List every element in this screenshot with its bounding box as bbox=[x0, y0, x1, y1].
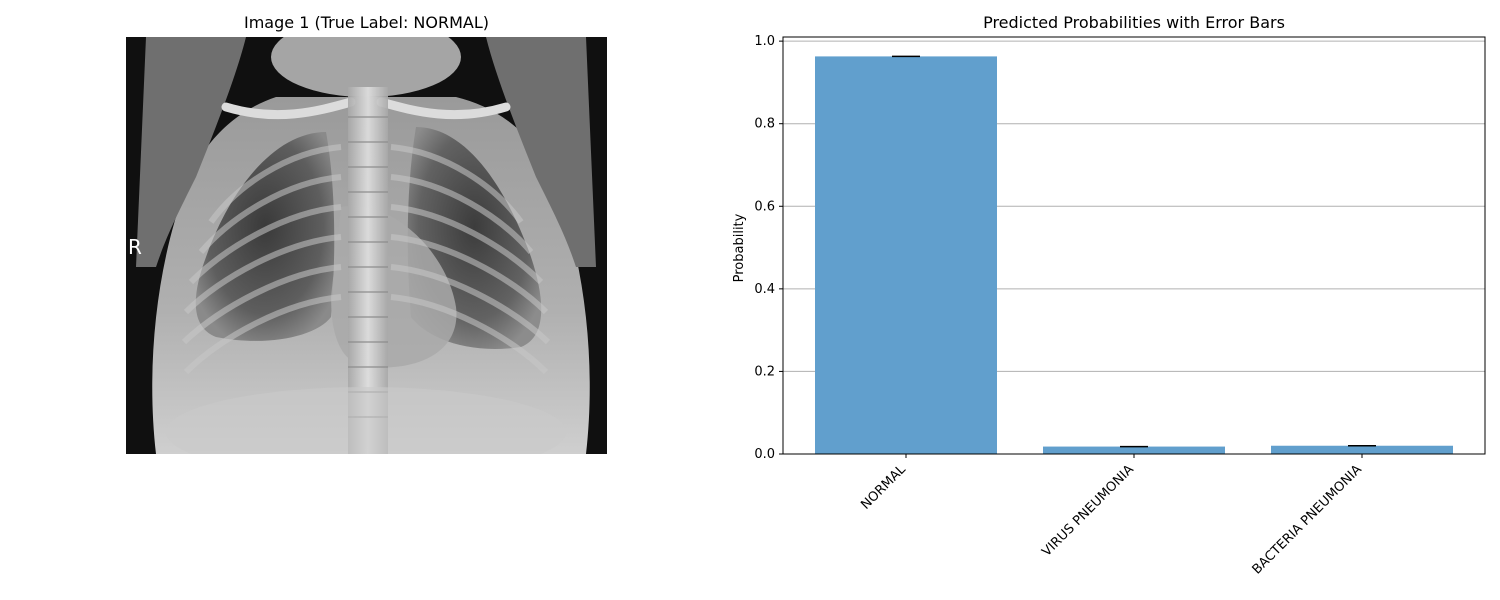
y-tick-label: 1.0 bbox=[754, 34, 775, 49]
bar bbox=[1043, 446, 1225, 454]
y-ticks: 0.0 0.2 0.4 0.6 0.8 1.0 bbox=[754, 34, 783, 462]
chest-xray-image: R bbox=[126, 37, 607, 454]
y-tick-label: 0.6 bbox=[754, 199, 775, 214]
x-ticks: NORMAL VIRUS PNEUMONIA BACTERIA PNEUMONIA bbox=[858, 454, 1365, 577]
bars bbox=[815, 56, 1453, 455]
chart-title: Predicted Probabilities with Error Bars bbox=[983, 13, 1285, 32]
side-marker: R bbox=[128, 235, 142, 259]
error-bars bbox=[892, 55, 1376, 448]
y-axis-label: Probability bbox=[732, 213, 747, 282]
x-tick-label: BACTERIA PNEUMONIA bbox=[1250, 462, 1365, 577]
y-tick-label: 0.4 bbox=[754, 282, 775, 297]
bar bbox=[815, 56, 997, 455]
image-title: Image 1 (True Label: NORMAL) bbox=[244, 13, 489, 32]
y-tick-label: 0.2 bbox=[754, 364, 775, 379]
y-tick-label: 0.0 bbox=[754, 447, 775, 462]
x-tick-label: NORMAL bbox=[858, 462, 909, 513]
x-tick-label: VIRUS PNEUMONIA bbox=[1039, 462, 1137, 560]
bar bbox=[1271, 445, 1453, 454]
y-tick-label: 0.8 bbox=[754, 117, 775, 132]
